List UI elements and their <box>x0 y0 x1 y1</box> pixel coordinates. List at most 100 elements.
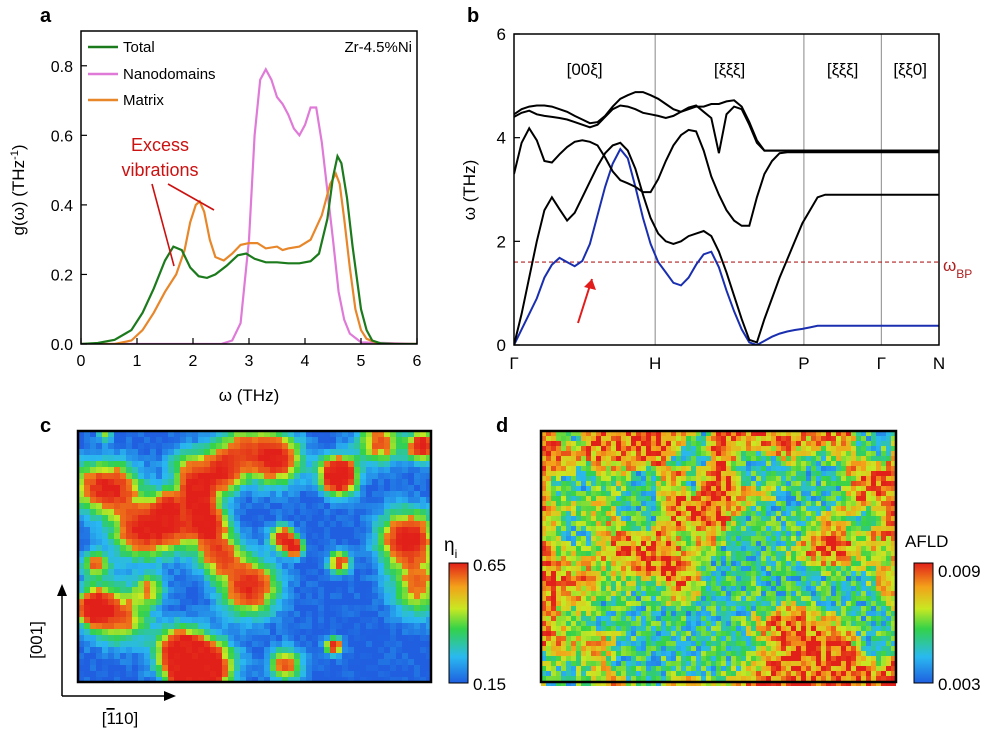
heatmap-cell <box>108 653 114 659</box>
heatmap-cell <box>591 586 596 591</box>
heatmap-cell <box>108 575 114 581</box>
heatmap-cell <box>781 491 786 496</box>
heatmap-cell <box>641 566 646 571</box>
heatmap-cell <box>686 551 691 556</box>
heatmap-cell <box>90 629 96 635</box>
heatmap-cell <box>621 586 626 591</box>
heatmap-cell <box>756 516 761 521</box>
heatmap-cell <box>791 501 796 506</box>
heatmap-cell <box>354 467 360 473</box>
heatmap-cell <box>390 671 396 677</box>
heatmap-cell <box>96 467 102 473</box>
heatmap-cell <box>114 473 120 479</box>
heatmap-cell <box>78 509 84 515</box>
heatmap-cell <box>216 665 222 671</box>
heatmap-cell <box>671 596 676 601</box>
heatmap-cell <box>114 509 120 515</box>
heatmap-cell <box>586 541 591 546</box>
heatmap-cell <box>390 557 396 563</box>
heatmap-cell <box>318 533 324 539</box>
heatmap-cell <box>162 653 168 659</box>
heatmap-cell <box>156 467 162 473</box>
heatmap-cell <box>866 536 871 541</box>
heatmap-cell <box>846 531 851 536</box>
heatmap-cell <box>796 466 801 471</box>
heatmap-cell <box>384 587 390 593</box>
heatmap-cell <box>108 437 114 443</box>
heatmap-cell <box>78 491 84 497</box>
heatmap-cell <box>631 586 636 591</box>
heatmap-cell <box>786 581 791 586</box>
heatmap-cell <box>846 501 851 506</box>
heatmap-cell <box>651 576 656 581</box>
heatmap-cell <box>591 476 596 481</box>
heatmap-cell <box>841 491 846 496</box>
heatmap-cell <box>384 575 390 581</box>
heatmap-cell <box>396 533 402 539</box>
heatmap-cell <box>841 451 846 456</box>
heatmap-cell <box>204 449 210 455</box>
heatmap-cell <box>721 561 726 566</box>
heatmap-cell <box>751 436 756 441</box>
heatmap-cell <box>78 665 84 671</box>
heatmap-cell <box>180 431 186 437</box>
heatmap-cell <box>288 533 294 539</box>
heatmap-cell <box>856 451 861 456</box>
heatmap-cell <box>541 451 546 456</box>
heatmap-cell <box>661 536 666 541</box>
heatmap-cell <box>736 431 741 436</box>
heatmap-cell <box>541 516 546 521</box>
heatmap-cell <box>390 515 396 521</box>
heatmap-cell <box>90 455 96 461</box>
heatmap-cell <box>240 503 246 509</box>
heatmap-cell <box>776 546 781 551</box>
heatmap-cell <box>661 521 666 526</box>
heatmap-cell <box>821 501 826 506</box>
heatmap-cell <box>721 521 726 526</box>
heatmap-cell <box>761 506 766 511</box>
heatmap-cell <box>372 467 378 473</box>
heatmap-cell <box>102 527 108 533</box>
heatmap-cell <box>781 576 786 581</box>
heatmap-cell <box>348 545 354 551</box>
heatmap-cell <box>631 591 636 596</box>
heatmap-cell <box>174 635 180 641</box>
heatmap-cell <box>711 581 716 586</box>
heatmap-cell <box>354 431 360 437</box>
heatmap-cell <box>816 541 821 546</box>
heatmap-cell <box>656 551 661 556</box>
heatmap-cell <box>138 437 144 443</box>
heatmap-cell <box>402 635 408 641</box>
heatmap-cell <box>198 497 204 503</box>
heatmap-cell <box>881 441 886 446</box>
heatmap-cell <box>761 596 766 601</box>
heatmap-cell <box>551 466 556 471</box>
heatmap-cell <box>414 653 420 659</box>
heatmap-cell <box>300 473 306 479</box>
heatmap-cell <box>420 653 426 659</box>
heatmap-cell <box>541 441 546 446</box>
heatmap-cell <box>426 491 432 497</box>
heatmap-cell <box>686 511 691 516</box>
heatmap-cell <box>796 536 801 541</box>
heatmap-cell <box>751 561 756 566</box>
heatmap-cell <box>691 536 696 541</box>
heatmap-cell <box>646 466 651 471</box>
heatmap-cell <box>216 593 222 599</box>
heatmap-cell <box>676 596 681 601</box>
heatmap-cell <box>336 605 342 611</box>
heatmap-cell <box>596 441 601 446</box>
heatmap-cell <box>666 581 671 586</box>
heatmap-cell <box>408 431 414 437</box>
heatmap-cell <box>390 575 396 581</box>
heatmap-cell <box>646 566 651 571</box>
heatmap-cell <box>132 659 138 665</box>
heatmap-cell <box>851 496 856 501</box>
heatmap-cell <box>282 563 288 569</box>
heatmap-cell <box>701 556 706 561</box>
heatmap-cell <box>631 511 636 516</box>
heatmap-cell <box>551 446 556 451</box>
heatmap-cell <box>270 617 276 623</box>
heatmap-cell <box>174 605 180 611</box>
heatmap-cell <box>741 446 746 451</box>
